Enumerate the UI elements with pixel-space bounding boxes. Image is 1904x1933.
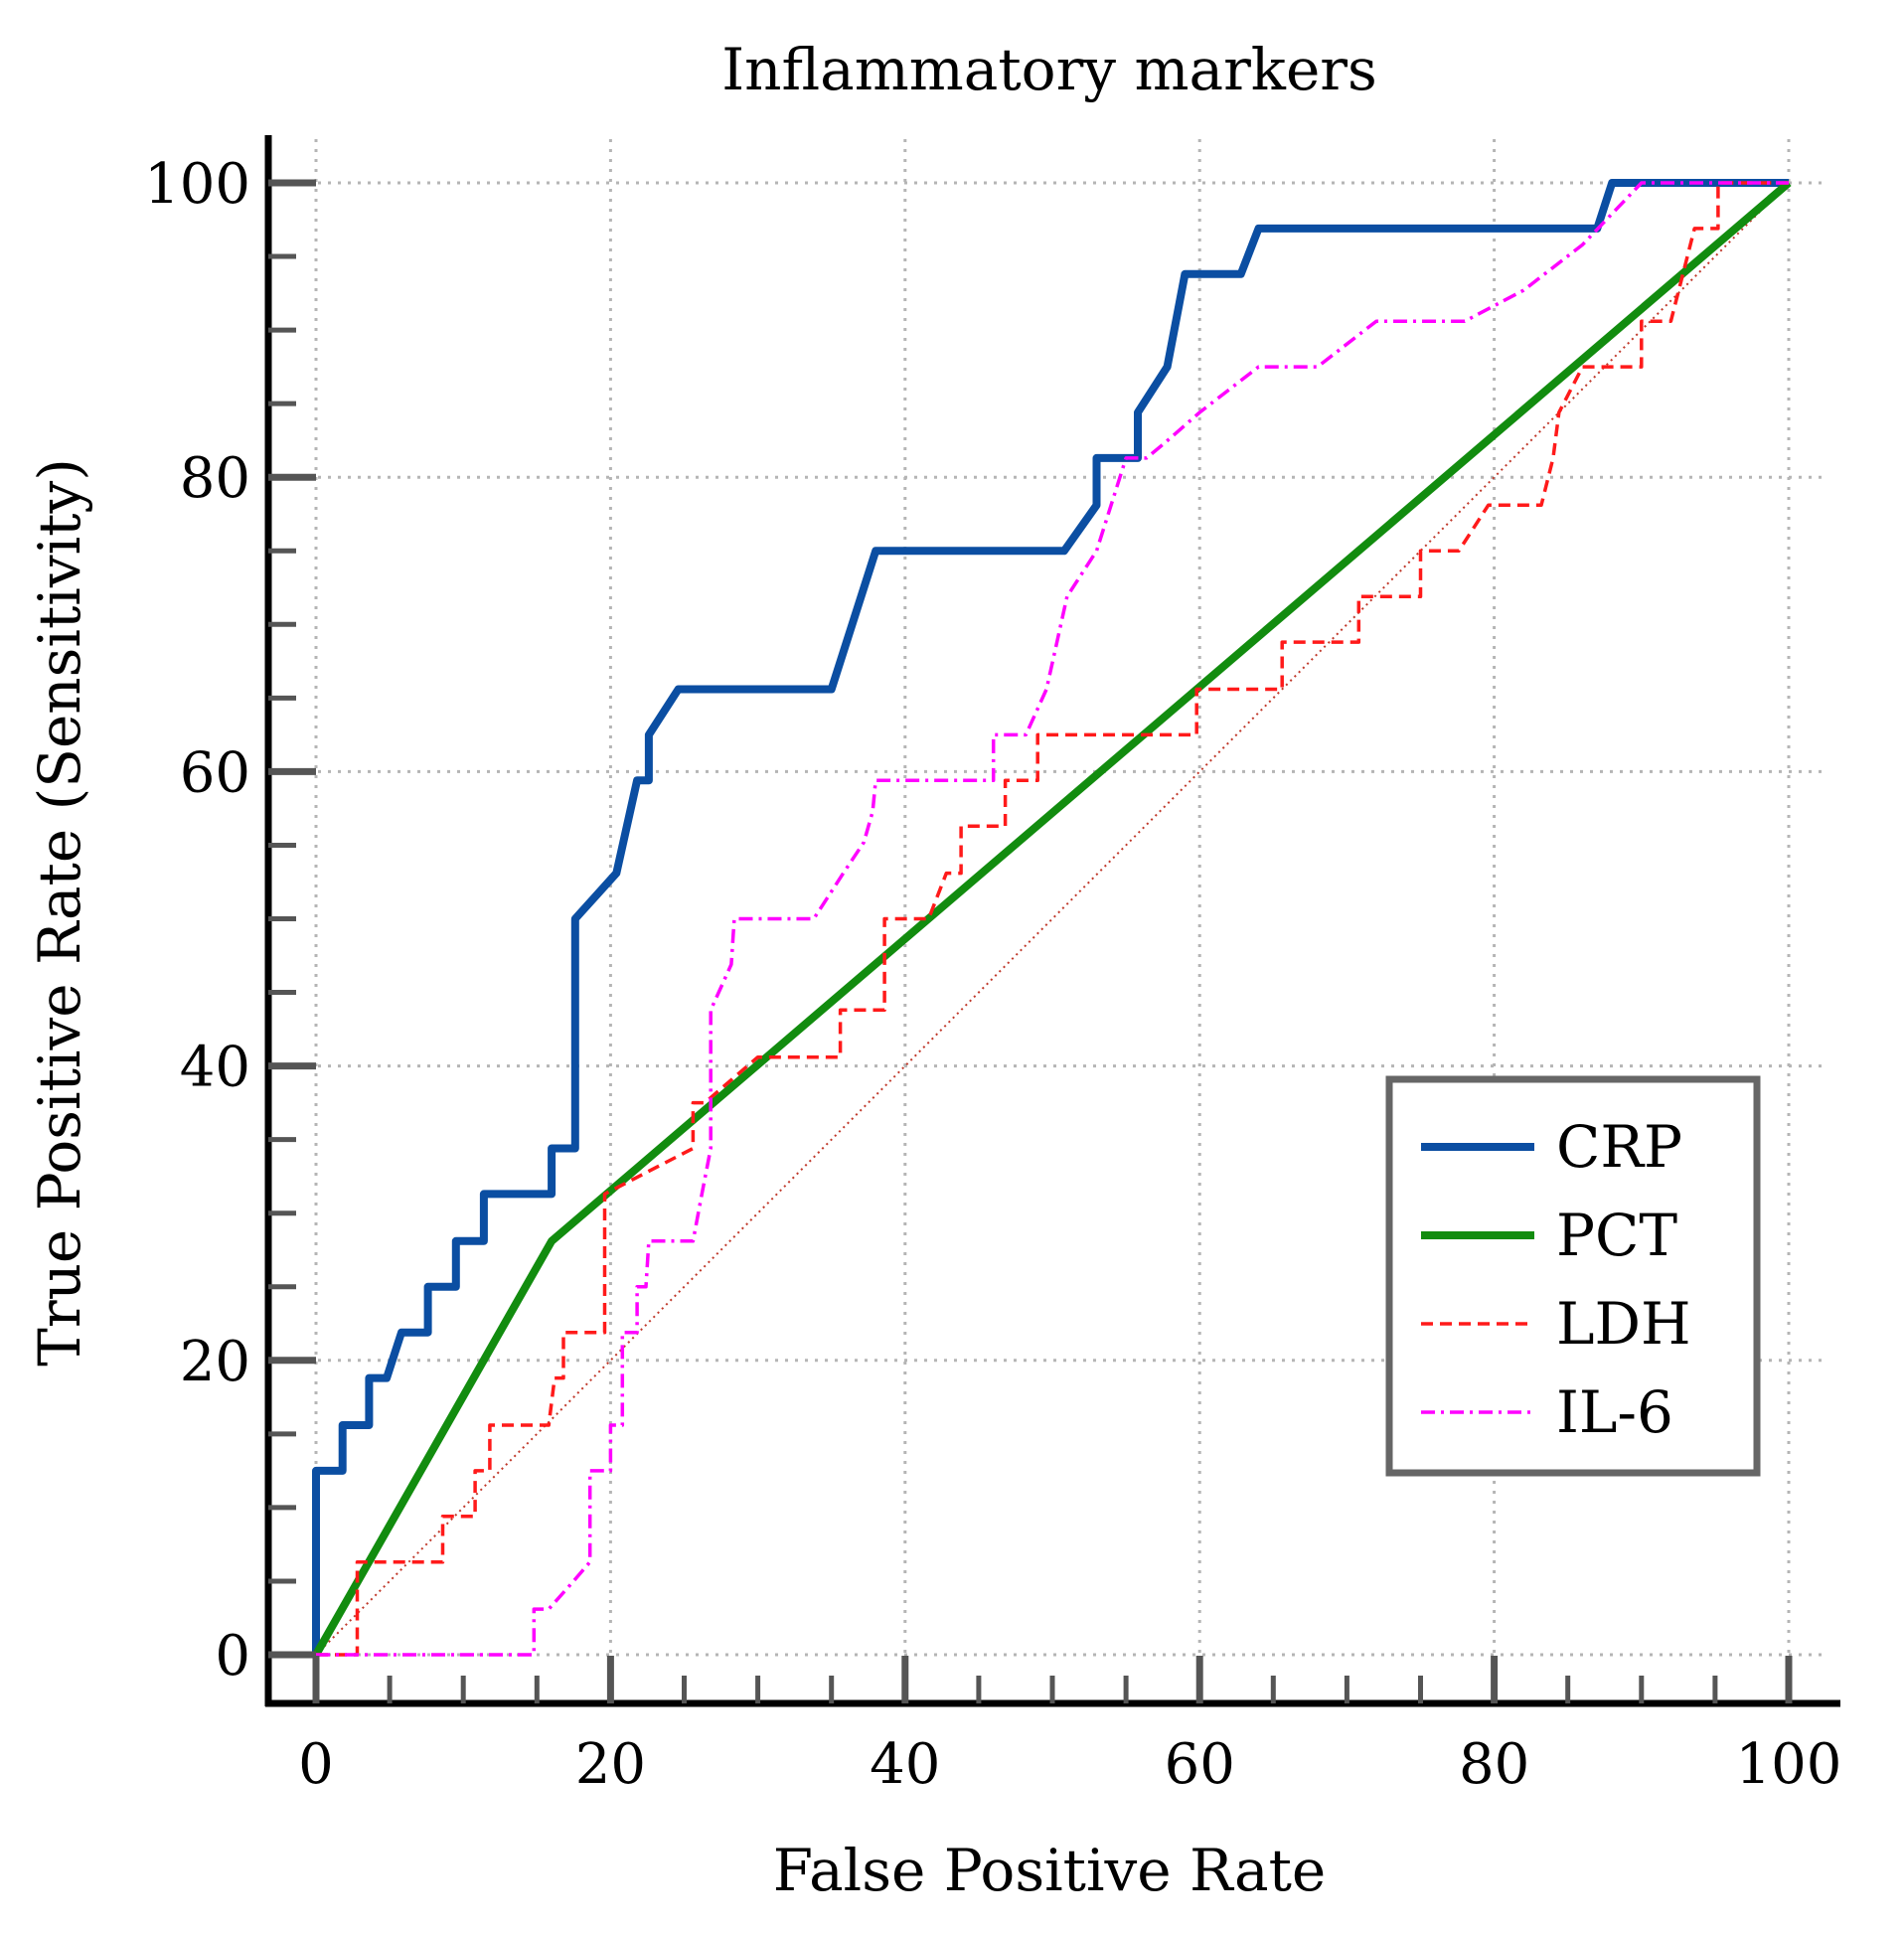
legend: CRP PCT LDH IL-6 [1385, 1075, 1761, 1477]
ticks: 0 20 40 60 80 100 0 20 40 60 80 100 [144, 152, 1841, 1797]
chart-title: Inflammatory markers [721, 36, 1377, 103]
y-tick-label: 60 [180, 740, 250, 805]
x-tick-label: 40 [870, 1732, 940, 1797]
reference-line-layer [315, 182, 1790, 1656]
x-tick-label: 20 [575, 1732, 646, 1797]
series-line-il-6 [316, 181, 1789, 1657]
series-line-ldh [316, 181, 1789, 1657]
y-tick-label: 80 [180, 446, 250, 511]
x-tick-label: 0 [298, 1732, 334, 1797]
legend-label-crp: CRP [1556, 1113, 1682, 1181]
series-line-pct [312, 179, 1792, 1657]
x-axis-label: False Positive Rate [773, 1837, 1326, 1904]
y-axis-label: True Positive Rate (Sensitivity) [26, 458, 93, 1367]
legend-label-ldh: LDH [1556, 1290, 1691, 1358]
y-tick-label: 20 [180, 1330, 250, 1394]
series-layer [312, 179, 1792, 1657]
x-tick-label: 60 [1165, 1732, 1235, 1797]
y-tick-label: 0 [215, 1624, 250, 1689]
reference-line [315, 182, 1790, 1656]
x-tick-label: 80 [1459, 1732, 1529, 1797]
legend-label-pct: PCT [1556, 1202, 1677, 1269]
y-tick-label: 100 [144, 152, 250, 217]
legend-label-il-6: IL-6 [1556, 1378, 1673, 1446]
x-tick-label: 100 [1736, 1732, 1842, 1797]
series-line-crp [312, 179, 1789, 1655]
y-tick-label: 40 [180, 1036, 250, 1100]
